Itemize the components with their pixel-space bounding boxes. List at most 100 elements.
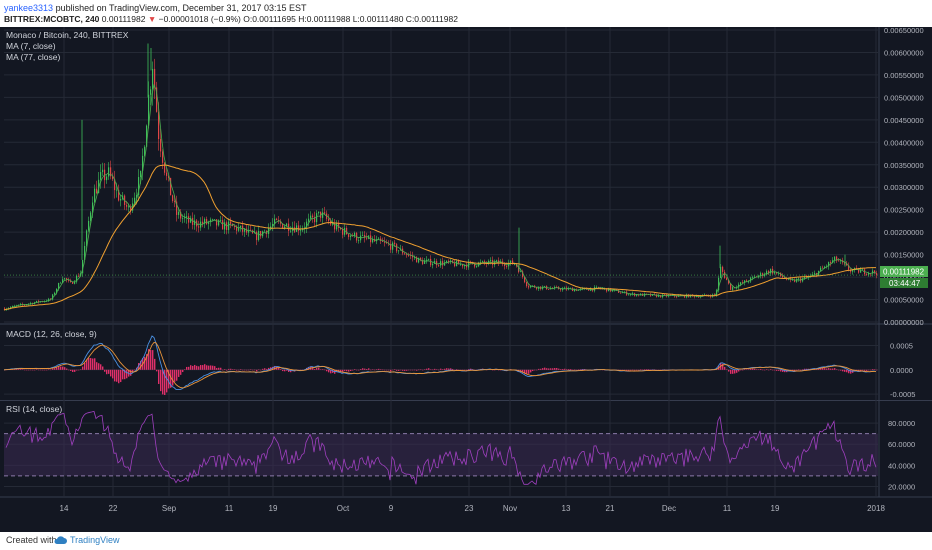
candle xyxy=(124,194,126,210)
macd-histogram-bar xyxy=(382,369,384,371)
candle xyxy=(660,294,662,298)
footer: Created with TradingView xyxy=(0,532,932,550)
macd-histogram-bar xyxy=(756,369,758,370)
macd-histogram-bar xyxy=(442,369,444,370)
legend-rsi[interactable]: RSI (14, close) xyxy=(6,404,62,414)
candle xyxy=(782,273,784,279)
macd-histogram-bar xyxy=(546,368,548,370)
macd-histogram-bar xyxy=(390,369,392,372)
candle xyxy=(276,217,278,221)
candle xyxy=(176,195,178,222)
macd-histogram-bar xyxy=(20,369,22,370)
macd-histogram-bar xyxy=(370,369,372,371)
candle xyxy=(64,277,66,281)
candle xyxy=(322,208,324,224)
macd-histogram-bar xyxy=(526,369,528,375)
candle xyxy=(68,277,70,283)
chart-canvas[interactable]: 0.00650000 0.00600000 0.00550000 0.00500000… xyxy=(0,26,932,532)
macd-histogram-bar xyxy=(652,369,654,370)
macd-histogram-bar xyxy=(468,369,470,370)
candle xyxy=(308,213,310,227)
macd-histogram-bar xyxy=(438,369,440,371)
macd-histogram-bar xyxy=(736,369,738,373)
macd-histogram-bar xyxy=(556,368,558,370)
macd-histogram-bar xyxy=(864,369,866,371)
down-triangle-icon: ▼ xyxy=(147,14,157,24)
candle xyxy=(128,203,130,213)
time-tick-label: 11 xyxy=(225,504,234,513)
candle xyxy=(474,263,476,269)
macd-histogram-bar xyxy=(48,369,50,371)
legend-ma77[interactable]: MA (77, close) xyxy=(6,52,60,62)
macd-histogram-bar xyxy=(248,369,250,371)
candle xyxy=(742,279,744,284)
macd-histogram-bar xyxy=(846,369,848,373)
macd-histogram-bar xyxy=(770,369,772,370)
macd-histogram-bar xyxy=(500,369,502,371)
published-text: published on TradingView.com, December 3… xyxy=(55,3,307,13)
macd-histogram-bar xyxy=(90,358,92,370)
candle xyxy=(720,263,722,279)
candle xyxy=(774,270,776,275)
macd-histogram-bar xyxy=(234,369,236,370)
last-price-label: 0.00111982 xyxy=(883,268,925,277)
author-link[interactable]: yankee3313 xyxy=(4,3,54,13)
macd-histogram-bar xyxy=(260,369,262,371)
macd-histogram-bar xyxy=(630,369,632,371)
candle xyxy=(266,230,268,238)
candle xyxy=(522,269,524,279)
tradingview-link[interactable]: TradingView xyxy=(70,535,120,545)
last-value: 0.00111982 xyxy=(101,14,146,24)
macd-histogram-bar xyxy=(58,366,60,370)
price-tick-label: 0.00500000 xyxy=(884,93,924,102)
macd-histogram-bar xyxy=(44,369,46,371)
legend-macd[interactable]: MACD (12, 26, close, 9) xyxy=(6,329,97,339)
macd-histogram-bar xyxy=(646,369,648,370)
candle xyxy=(224,218,226,235)
macd-histogram-bar xyxy=(118,369,120,384)
macd-histogram-bar xyxy=(418,369,420,371)
macd-histogram-bar xyxy=(798,369,800,371)
candle xyxy=(290,226,292,233)
legend-title: Monaco / Bitcoin, 240, BITTREX xyxy=(6,30,129,40)
macd-histogram-bar xyxy=(580,369,582,370)
chart-area[interactable]: 0.00650000 0.00600000 0.00550000 0.00500000… xyxy=(0,26,932,532)
macd-histogram-bar xyxy=(124,369,126,380)
macd-histogram-bar xyxy=(782,369,784,372)
macd-histogram-bar xyxy=(862,369,864,371)
macd-histogram-bar xyxy=(174,369,176,382)
macd-histogram-bar xyxy=(464,369,466,371)
countdown-label: 03:44:47 xyxy=(889,279,921,288)
macd-histogram-bar xyxy=(460,369,462,371)
time-tick-label: 21 xyxy=(606,504,615,513)
macd-histogram-bar xyxy=(722,363,724,370)
candle xyxy=(732,285,734,292)
candle xyxy=(156,81,158,113)
macd-histogram-bar xyxy=(458,369,460,371)
macd-histogram-bar xyxy=(184,369,186,370)
macd-histogram-bar xyxy=(166,369,168,393)
macd-histogram-bar xyxy=(74,369,76,372)
candle xyxy=(88,216,90,233)
macd-histogram-bar xyxy=(552,368,554,370)
candle xyxy=(310,211,312,221)
candle xyxy=(76,274,78,284)
macd-histogram-bar xyxy=(764,369,766,371)
macd-histogram-bar xyxy=(640,369,642,370)
macd-histogram-bar xyxy=(156,369,158,372)
macd-histogram-bar xyxy=(152,350,154,370)
macd-histogram-bar xyxy=(92,358,94,370)
legend-ma7[interactable]: MA (7, close) xyxy=(6,41,56,51)
candle xyxy=(426,256,428,264)
macd-histogram-bar xyxy=(626,369,628,371)
macd-histogram-bar xyxy=(638,369,640,371)
macd-histogram-bar xyxy=(584,369,586,370)
candle xyxy=(112,172,114,181)
macd-histogram-bar xyxy=(60,366,62,370)
indicator-lines xyxy=(3,83,878,485)
macd-histogram-bar xyxy=(32,369,34,371)
macd-histogram-bar xyxy=(380,369,382,370)
macd-histogram-bar xyxy=(726,369,728,370)
macd-histogram-bar xyxy=(554,368,556,370)
candle xyxy=(438,264,440,268)
